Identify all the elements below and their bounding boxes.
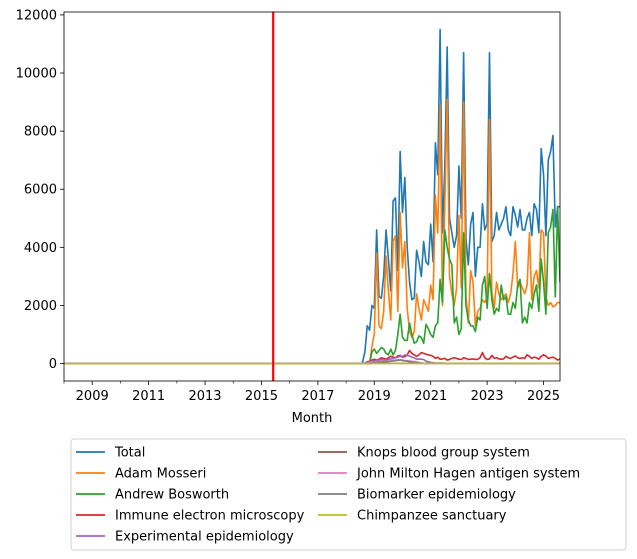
legend-label: Biomarker epidemiology xyxy=(357,488,516,503)
series-line-2 xyxy=(64,98,560,365)
legend-label: Total xyxy=(114,446,145,461)
legend-frame xyxy=(70,438,627,551)
legend-label: Adam Mosseri xyxy=(115,467,206,482)
x-tick-label: 2019 xyxy=(358,389,391,404)
x-axis-label: Month xyxy=(292,411,333,426)
legend: Total Adam Mosseri Andrew Bosworth Immune e… xyxy=(70,438,627,551)
series-line-4 xyxy=(64,349,560,365)
series-line-1 xyxy=(64,28,560,365)
x-tick-label: 2021 xyxy=(414,389,447,404)
y-tick-label: 12000 xyxy=(16,8,57,23)
y-tick-label: 6000 xyxy=(24,183,57,198)
plot-frame xyxy=(63,11,561,382)
x-tick-label: 2011 xyxy=(132,389,165,404)
x-tick-label: 2015 xyxy=(245,389,278,404)
legend-label: Immune electron microscopy xyxy=(115,509,305,524)
y-tick-label: 0 xyxy=(49,357,57,372)
legend-label: John Milton Hagen antigen system xyxy=(356,467,580,482)
legend-label: Chimpanzee sanctuary xyxy=(357,509,507,524)
y-tick-label: 4000 xyxy=(24,241,57,256)
axes-layer: 0 2000 4000 6000 8000 10000 12000 2009 2011 2013 2… xyxy=(16,8,561,426)
x-tick-label: 2013 xyxy=(188,389,221,404)
legend-label: Andrew Bosworth xyxy=(115,488,229,503)
legend-label: Experimental epidemiology xyxy=(115,530,294,545)
series-line-3 xyxy=(64,205,560,365)
y-tick-label: 10000 xyxy=(16,67,57,82)
x-tick-label: 2009 xyxy=(76,389,109,404)
series-layer xyxy=(64,28,560,365)
x-tick-label: 2025 xyxy=(527,389,560,404)
x-tick-label: 2017 xyxy=(301,389,334,404)
legend-label: Knops blood group system xyxy=(357,446,530,461)
x-tick-label: 2023 xyxy=(471,389,504,404)
y-tick-label: 2000 xyxy=(24,299,57,314)
y-tick-label: 8000 xyxy=(24,125,57,140)
